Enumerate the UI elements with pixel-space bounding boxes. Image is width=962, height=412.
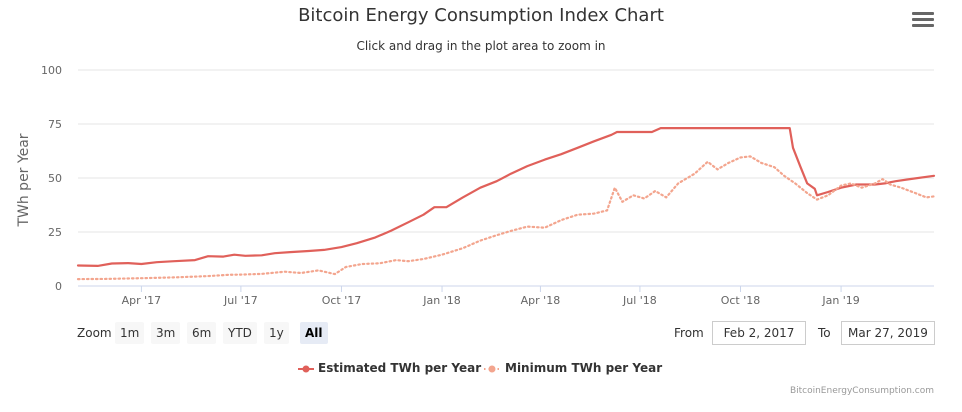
zoom-button-all[interactable]: All	[300, 322, 328, 344]
x-tick-label: Jul '17	[223, 294, 258, 307]
zoom-button-6m[interactable]: 6m	[187, 322, 217, 344]
series-lines	[76, 127, 936, 281]
chart-title: Bitcoin Energy Consumption Index Chart	[298, 5, 664, 26]
y-tick-label: 25	[48, 226, 62, 239]
x-tick-label: Jul '18	[622, 294, 657, 307]
credits-link[interactable]: BitcoinEnergyConsumption.com	[789, 386, 934, 396]
x-tick-label: Jan '18	[422, 294, 460, 307]
series-line-0[interactable]	[76, 127, 936, 267]
zoom-button-1y[interactable]: 1y	[264, 322, 289, 344]
legend-item-estimated[interactable]: Estimated TWh per Year	[318, 361, 482, 375]
y-tick-label: 100	[41, 64, 62, 77]
x-axis-ticks: Apr '17 Jul '17 Oct '17 Jan '18 Apr '18 Jul '…	[122, 286, 860, 307]
y-axis-label: TWh per Year	[16, 133, 32, 227]
hamburger-menu-icon[interactable]	[912, 12, 934, 30]
series-line-1[interactable]	[76, 155, 936, 281]
y-tick-label: 0	[55, 280, 62, 293]
x-tick-label: Apr '18	[521, 294, 561, 307]
from-date-input[interactable]: Feb 2, 2017	[712, 321, 806, 345]
y-tick-label: 75	[48, 118, 62, 131]
x-tick-label: Apr '17	[122, 294, 162, 307]
from-label: From	[674, 326, 704, 340]
to-date-input[interactable]: Mar 27, 2019	[841, 321, 935, 345]
x-tick-label: Oct '17	[322, 294, 362, 307]
zoom-button-1m[interactable]: 1m	[115, 322, 145, 344]
y-axis-ticks: 0 25 50 75 100	[41, 64, 62, 293]
y-tick-label: 50	[48, 172, 62, 185]
zoom-label: Zoom	[77, 326, 112, 340]
x-tick-label: Oct '18	[721, 294, 761, 307]
zoom-button-ytd[interactable]: YTD	[223, 322, 257, 344]
chart-subtitle: Click and drag in the plot area to zoom …	[356, 39, 606, 53]
zoom-button-3m[interactable]: 3m	[151, 322, 181, 344]
to-label: To	[818, 326, 831, 340]
legend-item-minimum[interactable]: Minimum TWh per Year	[505, 361, 663, 375]
legend-marker-0	[302, 365, 310, 373]
legend-marker-1	[488, 365, 496, 373]
legend-symbols	[298, 365, 500, 373]
x-tick-label: Jan '19	[821, 294, 859, 307]
